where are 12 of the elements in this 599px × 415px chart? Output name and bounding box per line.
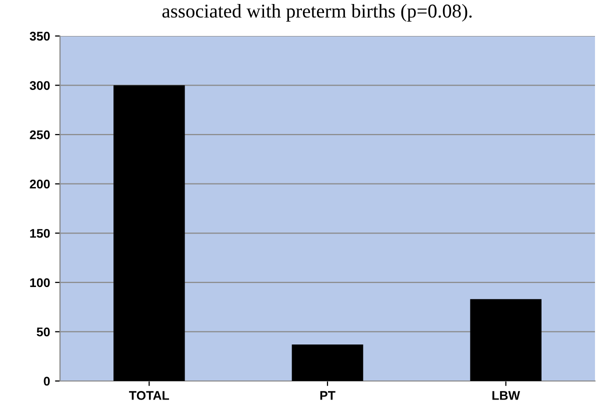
y-tick-label: 250 [30,130,50,140]
y-tick-label: 100 [30,278,50,288]
y-tick-label: 200 [30,180,50,189]
x-tick-label: PT [320,391,336,400]
y-tick-label: 50 [36,328,50,336]
y-tick-label: 150 [30,228,50,238]
text: associated with preterm births (p=0.08). [162,4,472,22]
x-tick-label: LBW [492,391,520,400]
y-tick-label: 0 [44,376,50,386]
x-tick-label: TOTAL [129,391,170,400]
y-tick-label: 350 [30,32,50,41]
y-tick-label: 300 [30,81,50,90]
